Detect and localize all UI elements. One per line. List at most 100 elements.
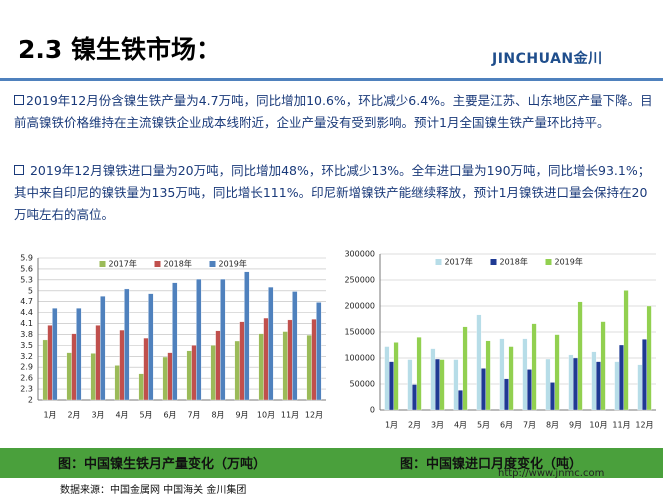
legend-label: 2018年	[500, 257, 528, 267]
bar	[430, 348, 436, 411]
bar	[577, 301, 583, 411]
y-tick-label: 3.8	[20, 330, 33, 339]
y-tick-label: 0	[370, 406, 375, 415]
paragraph: 2019年12月份含镍生铁产量为4.7万吨，同比增加10.6%，环比减少6.4%…	[14, 90, 654, 134]
x-tick-label: 5月	[477, 421, 490, 430]
x-tick-label: 8月	[546, 421, 559, 430]
bar	[244, 271, 250, 401]
bar	[215, 330, 221, 401]
paragraph-text: 2019年12月镍铁进口量为20万吨，同比增加48%，环比减少13%。全年进口量…	[14, 163, 651, 222]
bar	[646, 305, 652, 411]
bullet	[14, 165, 24, 175]
bar	[642, 339, 647, 411]
bar	[458, 390, 463, 411]
x-tick-label: 7月	[187, 411, 200, 420]
bar	[52, 308, 58, 401]
bar	[522, 338, 528, 411]
x-tick-label: 3月	[431, 421, 444, 430]
bar	[623, 290, 629, 411]
bar	[614, 361, 620, 411]
x-tick-label: 4月	[454, 421, 467, 430]
bar	[531, 323, 537, 411]
x-tick-label: 12月	[635, 421, 653, 430]
x-tick-label: 6月	[163, 411, 176, 420]
bar	[619, 344, 624, 411]
y-tick-label: 2.9	[20, 363, 33, 372]
bar	[119, 329, 125, 401]
y-tick-label: 4.4	[20, 308, 33, 317]
bar	[485, 340, 491, 411]
chart-caption: 图：中国镍进口月度变化（吨）	[400, 457, 583, 472]
legend-swatch	[99, 261, 106, 267]
x-tick-label: 8月	[211, 411, 224, 420]
y-tick-label: 3.5	[20, 341, 33, 350]
y-tick-label: 5.9	[20, 254, 33, 263]
bar	[71, 333, 77, 401]
bar	[258, 333, 264, 401]
bar	[573, 357, 578, 411]
legend-label: 2017年	[445, 257, 473, 267]
bar	[143, 337, 149, 401]
legend-label: 2019年	[219, 259, 247, 269]
bar	[196, 278, 202, 401]
y-tick-label: 3.2	[20, 352, 33, 361]
bar	[239, 321, 245, 401]
y-tick-label: 2.6	[20, 374, 33, 383]
bar	[114, 365, 120, 401]
bar	[47, 325, 53, 401]
legend-swatch	[490, 259, 497, 265]
bar	[138, 373, 144, 401]
bar	[90, 353, 96, 401]
bar	[462, 326, 468, 411]
bar	[162, 356, 168, 401]
bar	[416, 337, 422, 411]
slide-title: 2.3 镍生铁市场：	[18, 35, 221, 64]
bar	[263, 317, 269, 401]
bar	[268, 286, 274, 401]
x-tick-label: 7月	[523, 421, 536, 430]
x-tick-label: 3月	[91, 411, 104, 420]
bar	[550, 382, 555, 411]
x-tick-label: 9月	[569, 421, 582, 430]
y-tick-label: 4.1	[20, 319, 33, 328]
legend-label: 2017年	[109, 259, 137, 269]
bar	[311, 319, 317, 401]
x-tick-label: 1月	[385, 421, 398, 430]
url: http://www.jnmc.com	[498, 468, 605, 479]
x-tick-label: 2月	[67, 411, 80, 420]
y-tick-label: 50000	[350, 380, 375, 389]
caption-band	[0, 448, 663, 478]
y-tick-label: 2.3	[20, 385, 33, 394]
y-tick-label: 150000	[344, 328, 375, 337]
bar	[504, 378, 509, 411]
paragraph: 2019年12月镍铁进口量为20万吨，同比增加48%，环比减少13%。全年进口量…	[14, 160, 654, 226]
x-tick-label: 10月	[257, 411, 275, 420]
y-tick-label: 4.7	[20, 297, 33, 306]
bar	[637, 364, 643, 411]
bullet	[14, 95, 24, 105]
y-tick-label: 300000	[344, 250, 375, 259]
bar	[292, 291, 298, 401]
legend-label: 2019年	[555, 257, 583, 267]
bar	[172, 282, 178, 401]
x-tick-label: 11月	[612, 421, 630, 430]
y-tick-label: 5	[28, 286, 33, 295]
legend-label: 2018年	[164, 259, 192, 269]
x-tick-label: 10月	[589, 421, 607, 430]
bar	[600, 321, 606, 411]
y-tick-label: 5.3	[20, 275, 33, 284]
chart-caption: 图：中国镍生铁月产量变化（万吨）	[58, 457, 267, 472]
x-tick-label: 12月	[305, 411, 323, 420]
bar	[591, 351, 597, 411]
x-tick-label: 5月	[139, 411, 152, 420]
y-tick-label: 200000	[344, 302, 375, 311]
bar	[554, 334, 560, 411]
bar	[412, 384, 417, 411]
bar	[100, 296, 106, 401]
y-tick-label: 5.6	[20, 264, 33, 273]
bar	[435, 358, 440, 411]
bar	[76, 308, 82, 401]
bar	[148, 293, 154, 401]
bar	[384, 346, 390, 411]
